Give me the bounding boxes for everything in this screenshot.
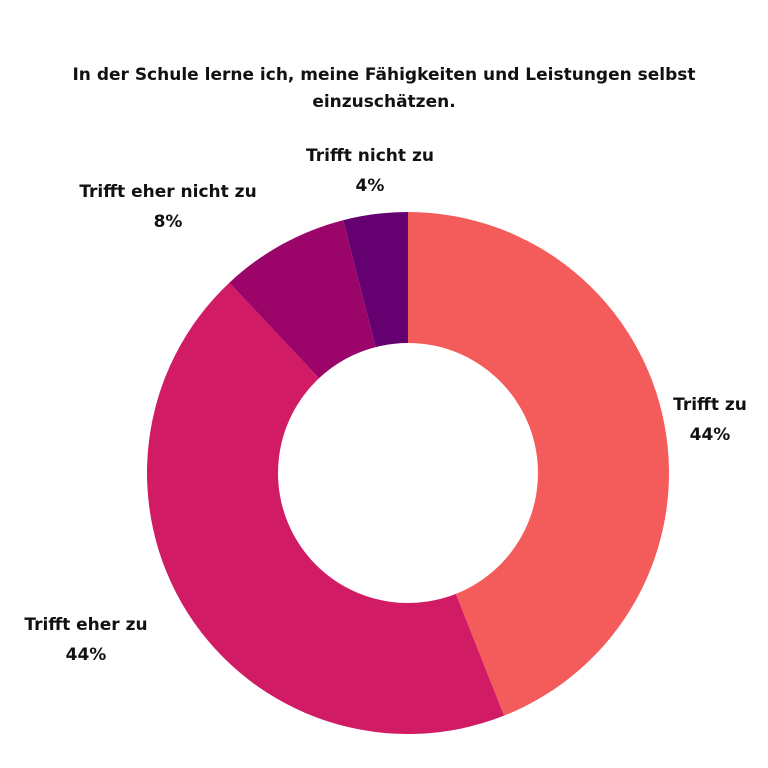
slice-label-trifft-eher-nicht-zu: Trifft eher nicht zu 8% — [79, 177, 256, 237]
slice-label-text: Trifft nicht zu — [306, 146, 434, 166]
slice-label-trifft-eher-zu: Trifft eher zu 44% — [24, 610, 147, 670]
donut-slice-trifft-eher-nicht-zu — [229, 220, 376, 379]
slice-value-text: 44% — [65, 645, 107, 665]
donut-slice-trifft-eher-zu — [147, 282, 505, 734]
slice-label-text: Trifft eher zu — [24, 615, 148, 635]
slice-value-text: 8% — [153, 212, 183, 232]
chart-title: In der Schule lerne ich, meine Fähigkeit… — [72, 65, 696, 112]
donut-slice-trifft-nicht-zu — [343, 212, 408, 348]
slice-label-trifft-zu: Trifft zu 44% — [673, 390, 747, 450]
slice-label-text: Trifft zu — [673, 395, 747, 415]
slice-value-text: 44% — [689, 425, 731, 445]
slice-label-text: Trifft eher nicht zu — [79, 182, 257, 202]
slice-label-trifft-nicht-zu: Trifft nicht zu 4% — [306, 141, 434, 201]
donut-slice-trifft-zu — [408, 212, 670, 716]
slice-value-text: 4% — [355, 176, 385, 196]
